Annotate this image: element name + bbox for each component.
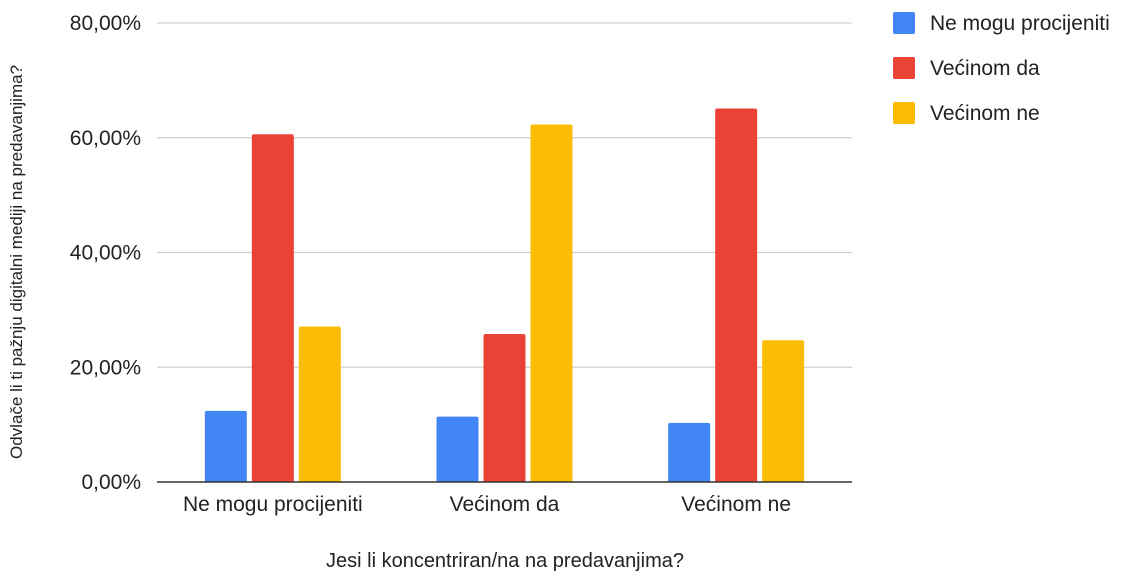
bar — [668, 422, 711, 482]
bar — [251, 134, 294, 482]
y-tick-label: 60,00% — [70, 127, 141, 150]
bar — [762, 340, 805, 482]
x-axis-title: Jesi li koncentriran/na na predavanjima? — [326, 550, 684, 572]
bar — [298, 326, 341, 482]
legend-label: Većinom da — [930, 57, 1040, 80]
x-tick-label: Većinom da — [450, 493, 560, 516]
y-tick-labels: 0,00% 20,00% 40,00% 60,00% 80,00% — [70, 12, 141, 494]
legend-swatch — [893, 57, 915, 79]
legend-swatch — [893, 12, 915, 34]
x-tick-labels: Ne mogu procijeniti Većinom da Većinom ne — [183, 493, 791, 516]
y-tick-label: 20,00% — [70, 356, 141, 379]
x-tick-label: Većinom ne — [681, 493, 791, 516]
x-tick-label: Ne mogu procijeniti — [183, 493, 363, 516]
legend-swatch — [893, 102, 915, 124]
legend-label: Ne mogu procijeniti — [930, 12, 1110, 35]
y-tick-label: 80,00% — [70, 12, 141, 35]
bar — [715, 108, 758, 483]
legend-label: Većinom ne — [930, 102, 1040, 125]
bar — [204, 410, 247, 482]
bar — [530, 124, 573, 483]
bar — [483, 333, 526, 482]
y-tick-label: 0,00% — [81, 471, 141, 494]
y-axis-title: Odvlače li ti pažnju digitalni mediji na… — [7, 65, 26, 459]
bars — [204, 108, 805, 483]
bar — [436, 416, 479, 482]
y-tick-label: 40,00% — [70, 242, 141, 265]
legend: Ne mogu procijeniti Većinom da Većinom ne — [893, 12, 1110, 125]
